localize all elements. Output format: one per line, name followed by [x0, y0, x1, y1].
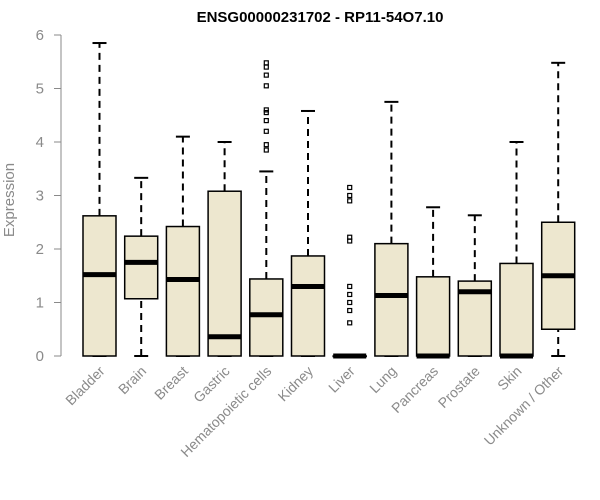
- outlier-point: [347, 283, 353, 290]
- box-liver: [332, 184, 367, 359]
- box-iqr: [165, 225, 201, 357]
- outlier-point: [347, 192, 353, 199]
- x-tick-label: Skin: [494, 363, 525, 394]
- outlier-point: [347, 299, 353, 306]
- x-tick-label: Prostate: [435, 363, 483, 411]
- box-iqr: [123, 235, 159, 300]
- box-kidney: [290, 109, 326, 357]
- outlier-point: [347, 198, 353, 204]
- boxes-group: [82, 42, 576, 359]
- box-iqr: [207, 190, 242, 357]
- y-tick-label: 2: [36, 241, 44, 258]
- outlier-point: [263, 60, 269, 66]
- outlier-point: [263, 83, 269, 89]
- box-iqr: [249, 278, 284, 357]
- box-lung: [374, 100, 409, 357]
- box-iqr: [82, 215, 117, 357]
- outlier-point: [263, 117, 269, 124]
- box-gastric: [207, 141, 242, 357]
- box-breast: [165, 135, 201, 357]
- y-tick-label: 5: [36, 81, 44, 98]
- box-bladder: [82, 42, 117, 357]
- box-iqr: [499, 262, 534, 357]
- x-tick-label: Bladder: [62, 363, 108, 409]
- box-prostate: [457, 214, 493, 357]
- x-tick-label: Breast: [151, 363, 191, 403]
- y-axis: 0 1 2 3 4 5 6: [36, 27, 62, 365]
- outlier-point: [263, 128, 269, 134]
- outlier-point: [263, 147, 269, 153]
- box-unknown-other: [540, 61, 576, 357]
- chart-title: ENSG00000231702 - RP11-54O7.10: [197, 9, 444, 26]
- box-iqr: [415, 276, 451, 357]
- y-tick-label: 6: [36, 27, 44, 44]
- outlier-point: [263, 64, 269, 70]
- box-iqr: [374, 242, 409, 357]
- outlier-point: [347, 320, 353, 326]
- outlier-point: [347, 291, 353, 298]
- box-brain: [123, 176, 159, 357]
- outlier-point: [347, 184, 353, 191]
- outlier-point: [347, 307, 353, 314]
- box-pancreas: [415, 206, 451, 359]
- outlier-point: [347, 234, 353, 240]
- box-iqr: [290, 255, 326, 357]
- outlier-point: [263, 142, 269, 148]
- box-skin: [499, 141, 534, 359]
- y-tick-label: 0: [36, 348, 44, 365]
- x-tick-label: Unknown / Other: [481, 363, 567, 449]
- outlier-point: [263, 109, 269, 116]
- y-tick-label: 1: [36, 295, 44, 312]
- outlier-point: [263, 107, 269, 113]
- y-tick-label: 4: [36, 134, 44, 151]
- box-hematopoietic-cells: [249, 60, 284, 357]
- x-tick-label: Kidney: [275, 363, 317, 405]
- x-tick-label: Liver: [325, 363, 358, 396]
- x-tick-label: Brain: [115, 363, 149, 397]
- y-axis-label: Expression: [1, 163, 18, 237]
- y-tick-label: 3: [36, 188, 44, 205]
- x-tick-label: Lung: [366, 363, 399, 396]
- outlier-point: [263, 72, 269, 78]
